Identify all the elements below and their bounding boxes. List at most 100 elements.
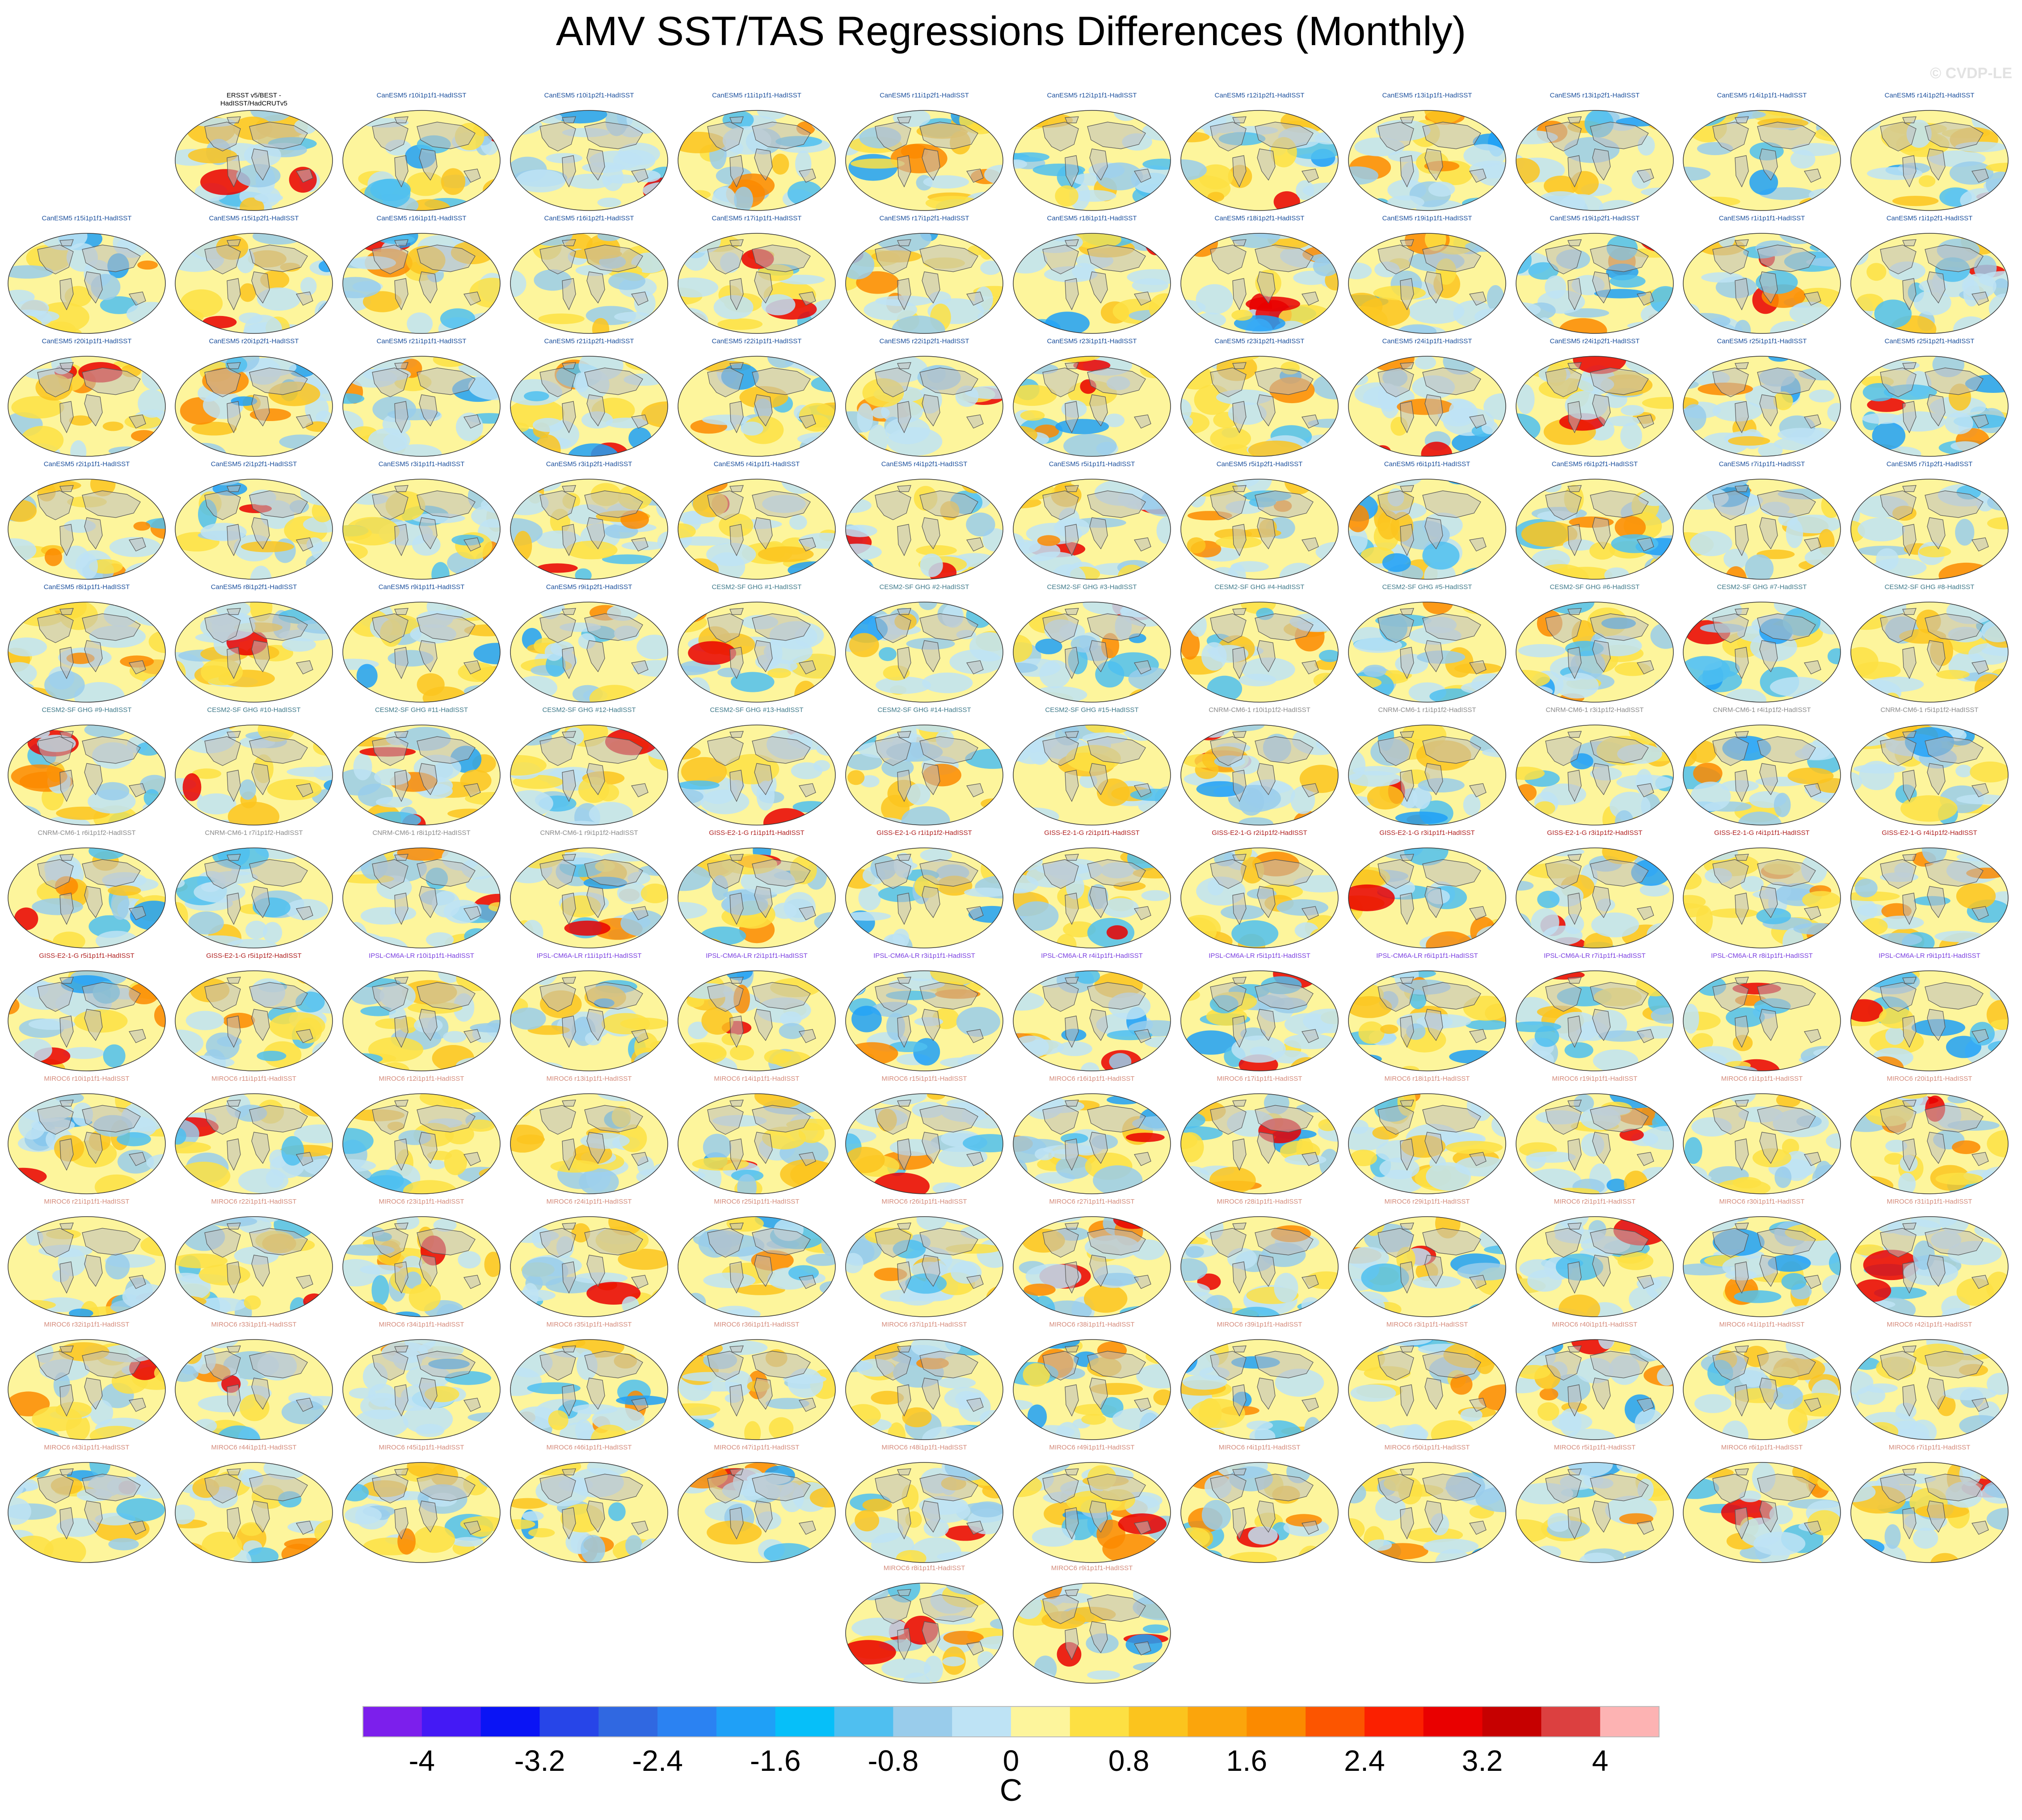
panel-label: GISS-E2-1-G r1i1p1f2-HadISST xyxy=(876,829,972,837)
map-panel: MIROC6 r43i1p1f1-HadISST xyxy=(6,1444,167,1567)
regression-map xyxy=(845,1462,1003,1563)
map-panel: CanESM5 r10i1p1f1-HadISST xyxy=(341,92,502,215)
regression-map xyxy=(678,725,836,826)
panel-label: MIROC6 r39i1p1f1-HadISST xyxy=(1217,1321,1302,1328)
regression-map xyxy=(845,110,1003,211)
map-panel: CanESM5 r24i1p1f1-HadISST xyxy=(1347,337,1508,461)
panel-label: CanESM5 r7i1p2f1-HadISST xyxy=(1886,460,1973,468)
panel-label: CNRM-CM6-1 r6i1p1f2-HadISST xyxy=(38,829,136,837)
regression-map xyxy=(1013,847,1171,948)
panel-label: IPSL-CM6A-LR r8i1p1f1-HadISST xyxy=(1711,952,1813,960)
regression-map xyxy=(1180,233,1339,334)
map-panel: MIROC6 r16i1p1f1-HadISST xyxy=(1011,1075,1172,1198)
panel-label: MIROC6 r35i1p1f1-HadISST xyxy=(546,1321,632,1328)
map-panel: GISS-E2-1-G r5i1p1f2-HadISST xyxy=(173,952,334,1075)
regression-map xyxy=(1516,356,1674,457)
colorbar-tick-label: -4 xyxy=(409,1744,435,1777)
map-panel: MIROC6 r23i1p1f1-HadISST xyxy=(341,1198,502,1321)
panel-label: CanESM5 r11i1p2f1-HadISST xyxy=(880,92,969,99)
regression-map xyxy=(1683,110,1841,211)
regression-map xyxy=(1516,1216,1674,1317)
panel-label: CanESM5 r14i1p2f1-HadISST xyxy=(1884,92,1975,99)
panel-label: MIROC6 r41i1p1f1-HadISST xyxy=(1719,1321,1805,1328)
panel-label: CanESM5 r2i1p1f1-HadISST xyxy=(43,460,130,468)
regression-map xyxy=(175,233,333,334)
panel-label: MIROC6 r32i1p1f1-HadISST xyxy=(44,1321,130,1328)
map-panel: CanESM5 r12i1p1f1-HadISST xyxy=(1011,92,1172,215)
regression-map xyxy=(342,110,501,211)
panel-label: GISS-E2-1-G r2i1p1f1-HadISST xyxy=(1044,829,1140,837)
map-panel: CESM2-SF GHG #10-HadISST xyxy=(173,706,334,830)
regression-map xyxy=(1683,1462,1841,1563)
colorbar-swatch xyxy=(480,1706,540,1737)
regression-map xyxy=(1180,356,1339,457)
map-panel: MIROC6 r24i1p1f1-HadISST xyxy=(509,1198,670,1321)
regression-map xyxy=(1013,1216,1171,1317)
regression-map xyxy=(845,970,1003,1071)
panel-label: MIROC6 r40i1p1f1-HadISST xyxy=(1552,1321,1638,1328)
panel-label: CNRM-CM6-1 r9i1p1f2-HadISST xyxy=(540,829,638,837)
panel-label: CanESM5 r2i1p2f1-HadISST xyxy=(211,460,297,468)
regression-map xyxy=(678,970,836,1071)
panel-label: CanESM5 r18i1p1f1-HadISST xyxy=(1047,215,1137,222)
colorbar-tick-label: 1.6 xyxy=(1226,1744,1267,1777)
regression-map xyxy=(8,1462,166,1563)
regression-map xyxy=(1180,1339,1339,1440)
chart-title: AMV SST/TAS Regressions Differences (Mon… xyxy=(556,8,1466,54)
regression-map xyxy=(1683,356,1841,457)
colorbar-swatch xyxy=(1188,1706,1247,1737)
panel-label: CanESM5 r9i1p1f1-HadISST xyxy=(378,583,465,591)
regression-map xyxy=(845,1093,1003,1194)
regression-map xyxy=(678,233,836,334)
panel-label: CanESM5 r25i1p2f1-HadISST xyxy=(1884,337,1975,345)
map-panel: CanESM5 r4i1p1f1-HadISST xyxy=(676,460,837,584)
map-panel: GISS-E2-1-G r5i1p1f1-HadISST xyxy=(6,952,167,1075)
panel-label: MIROC6 r1i1p1f1-HadISST xyxy=(1721,1075,1803,1083)
panel-label: MIROC6 r22i1p1f1-HadISST xyxy=(211,1198,297,1205)
regression-map xyxy=(1013,110,1171,211)
panel-label: GISS-E2-1-G r5i1p1f1-HadISST xyxy=(39,952,135,960)
map-panel: MIROC6 r48i1p1f1-HadISST xyxy=(844,1444,1005,1567)
panel-label: CanESM5 r13i1p1f1-HadISST xyxy=(1382,92,1472,99)
regression-map xyxy=(8,602,166,703)
map-panel: CanESM5 r21i1p1f1-HadISST xyxy=(341,337,502,461)
colorbar-swatch xyxy=(952,1706,1011,1737)
regression-map xyxy=(1683,479,1841,580)
map-panel: CanESM5 r14i1p2f1-HadISST xyxy=(1849,92,2010,215)
regression-map xyxy=(678,479,836,580)
regression-map xyxy=(175,479,333,580)
panel-label: MIROC6 r4i1p1f1-HadISST xyxy=(1218,1444,1301,1451)
map-panel: CanESM5 r9i1p2f1-HadISST xyxy=(509,583,670,707)
regression-map xyxy=(510,1462,668,1563)
panel-label: IPSL-CM6A-LR r7i1p1f1-HadISST xyxy=(1544,952,1646,960)
colorbar-swatch xyxy=(1306,1706,1365,1737)
regression-map xyxy=(1013,602,1171,703)
map-panel: MIROC6 r6i1p1f1-HadISST xyxy=(1681,1444,1842,1567)
map-panel: MIROC6 r47i1p1f1-HadISST xyxy=(676,1444,837,1567)
panel-label: CanESM5 r25i1p1f1-HadISST xyxy=(1717,337,1807,345)
regression-map xyxy=(678,1339,836,1440)
regression-map xyxy=(845,479,1003,580)
regression-map xyxy=(510,1093,668,1194)
colorbar-swatch xyxy=(363,1706,422,1737)
regression-map xyxy=(1180,847,1339,948)
regression-map xyxy=(678,847,836,948)
map-panel: MIROC6 r8i1p1f1-HadISST xyxy=(844,1564,1005,1688)
panel-label: CanESM5 r12i1p1f1-HadISST xyxy=(1047,92,1137,99)
regression-map xyxy=(1348,1093,1506,1194)
regression-map xyxy=(1850,1093,2009,1194)
panel-label: MIROC6 r33i1p1f1-HadISST xyxy=(211,1321,297,1328)
map-panel: MIROC6 r1i1p1f1-HadISST xyxy=(1681,1075,1842,1198)
map-panel: MIROC6 r12i1p1f1-HadISST xyxy=(341,1075,502,1198)
regression-map xyxy=(845,233,1003,334)
panel-label: IPSL-CM6A-LR r4i1p1f1-HadISST xyxy=(1041,952,1143,960)
regression-map xyxy=(845,1583,1003,1684)
map-panel: GISS-E2-1-G r2i1p1f2-HadISST xyxy=(1179,829,1340,952)
regression-map xyxy=(1516,479,1674,580)
panel-label: CanESM5 r11i1p1f1-HadISST xyxy=(712,92,801,99)
regression-map xyxy=(1348,479,1506,580)
regression-map xyxy=(1516,970,1674,1071)
map-panel: MIROC6 r35i1p1f1-HadISST xyxy=(509,1321,670,1444)
map-panel: IPSL-CM6A-LR r2i1p1f1-HadISST xyxy=(676,952,837,1075)
